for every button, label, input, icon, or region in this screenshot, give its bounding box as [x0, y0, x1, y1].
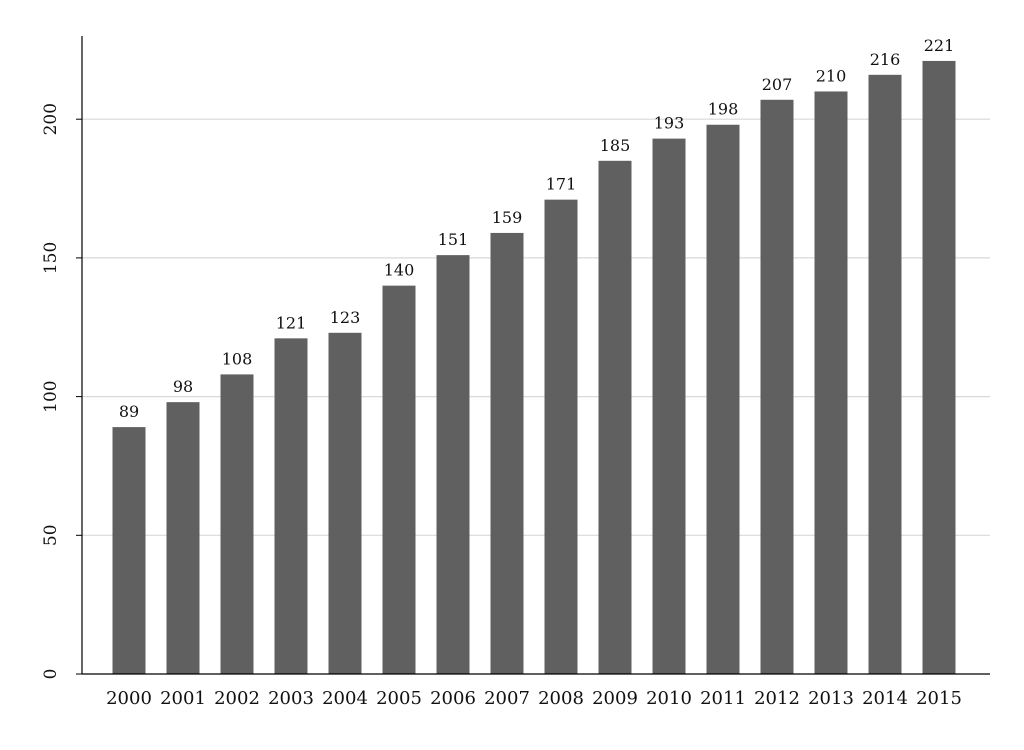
bar-2003: [274, 338, 308, 674]
bar-2008: [544, 199, 578, 674]
x-tick-label-2002: 2002: [214, 688, 260, 709]
data-label-2015: 221: [924, 36, 955, 55]
bar-2007: [490, 232, 524, 674]
x-tick-label-2009: 2009: [592, 688, 638, 709]
bar-2011: [706, 124, 740, 675]
x-tick-label-2005: 2005: [376, 688, 422, 709]
data-label-2011: 198: [708, 100, 739, 119]
bars: [112, 60, 956, 675]
data-label-2003: 121: [276, 313, 307, 332]
data-label-2012: 207: [762, 75, 793, 94]
gridlines: [82, 118, 990, 536]
x-tick-label-2010: 2010: [646, 688, 692, 709]
bar-2000: [112, 427, 146, 674]
axes: [81, 36, 990, 675]
y-tick-label-50: 50: [41, 524, 61, 546]
x-tick-label-2013: 2013: [808, 688, 854, 709]
data-label-2008: 171: [546, 175, 577, 194]
data-label-2005: 140: [384, 261, 415, 280]
x-axis-ticks: 2000 2001 2002 2003 2004 2005 2006 2007 2008 2009…: [106, 688, 962, 709]
bar-2015: [922, 60, 956, 675]
data-label-2009: 185: [600, 136, 631, 155]
bar-2001: [166, 402, 200, 674]
y-tick-label-0: 0: [41, 669, 61, 680]
data-label-2013: 210: [816, 66, 847, 85]
x-tick-label-2004: 2004: [322, 688, 368, 709]
y-tick-label-200: 200: [41, 103, 61, 135]
x-tick-label-2001: 2001: [160, 688, 206, 709]
x-tick-label-2007: 2007: [484, 688, 530, 709]
data-label-2004: 123: [330, 308, 361, 327]
bar-2013: [814, 91, 848, 674]
data-label-2010: 193: [654, 114, 685, 133]
x-tick-label-2008: 2008: [538, 688, 584, 709]
y-tick-label-100: 100: [41, 380, 61, 412]
x-tick-label-2006: 2006: [430, 688, 476, 709]
y-tick-label-150: 150: [41, 242, 61, 274]
y-axis-ticks: 0 50 100 150 200: [41, 103, 82, 679]
x-tick-label-2012: 2012: [754, 688, 800, 709]
bar-2009: [598, 160, 632, 674]
bar-2012: [760, 99, 794, 675]
x-tick-label-2000: 2000: [106, 688, 152, 709]
bar-2006: [436, 255, 470, 674]
x-tick-label-2003: 2003: [268, 688, 314, 709]
data-label-2000: 89: [119, 402, 139, 421]
bar-2002: [220, 374, 254, 674]
data-label-2006: 151: [438, 230, 469, 249]
data-label-2014: 216: [870, 50, 901, 69]
data-labels: 89 98 108 121 123 140 151 159 171 185 193 198 207 210…: [119, 36, 954, 421]
data-label-2002: 108: [222, 349, 253, 368]
x-tick-label-2014: 2014: [862, 688, 908, 709]
bar-2010: [652, 138, 686, 675]
bar-2005: [382, 285, 416, 674]
x-tick-label-2015: 2015: [916, 688, 962, 709]
bar-2014: [868, 74, 902, 675]
x-tick-label-2011: 2011: [700, 688, 746, 709]
data-label-2001: 98: [173, 377, 193, 396]
bar-2004: [328, 332, 362, 674]
data-label-2007: 159: [492, 208, 523, 227]
